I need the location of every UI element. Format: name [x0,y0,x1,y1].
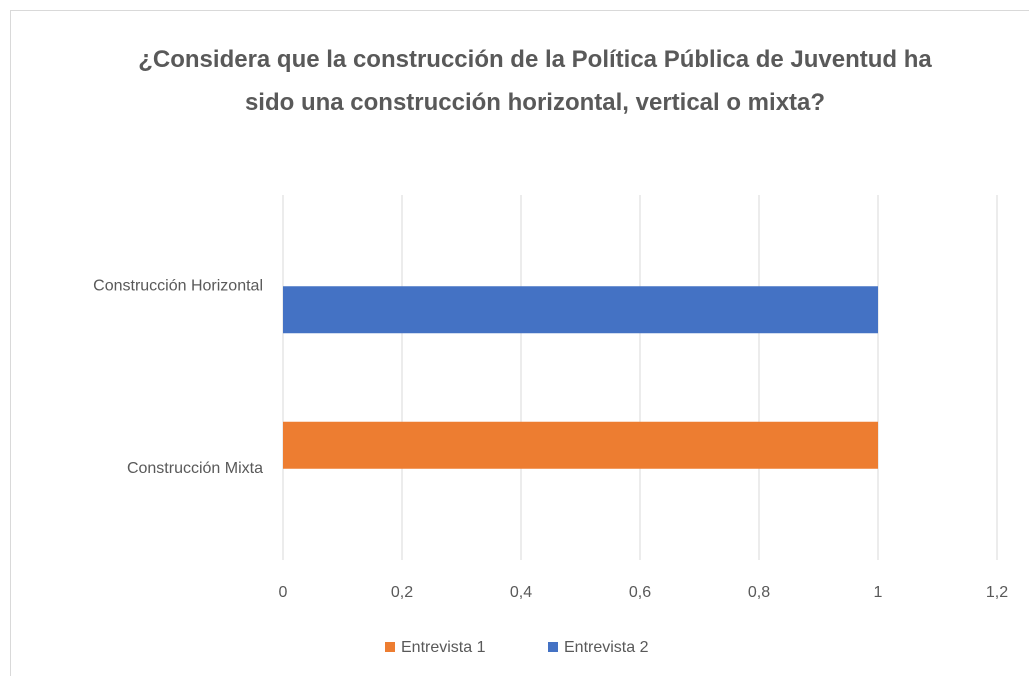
legend-swatch [385,642,395,652]
y-tick-label: Construcción Mixta [127,460,263,477]
x-tick-label: 1 [874,584,883,601]
x-tick-label: 0 [279,584,288,601]
x-tick-label: 0,6 [629,584,651,601]
bar [283,286,878,334]
legend-swatch [548,642,558,652]
legend-label: Entrevista 2 [564,639,649,656]
legend-label: Entrevista 1 [401,639,486,656]
y-tick-label: Construcción Horizontal [93,277,263,294]
x-tick-label: 0,2 [391,584,413,601]
x-tick-label: 0,4 [510,584,532,601]
chart-title: ¿Considera que la construcción de la Pol… [138,46,932,116]
bar [283,421,878,469]
x-tick-label: 0,8 [748,584,770,601]
x-tick-label: 1,2 [986,584,1008,601]
chart-border [10,10,1029,676]
